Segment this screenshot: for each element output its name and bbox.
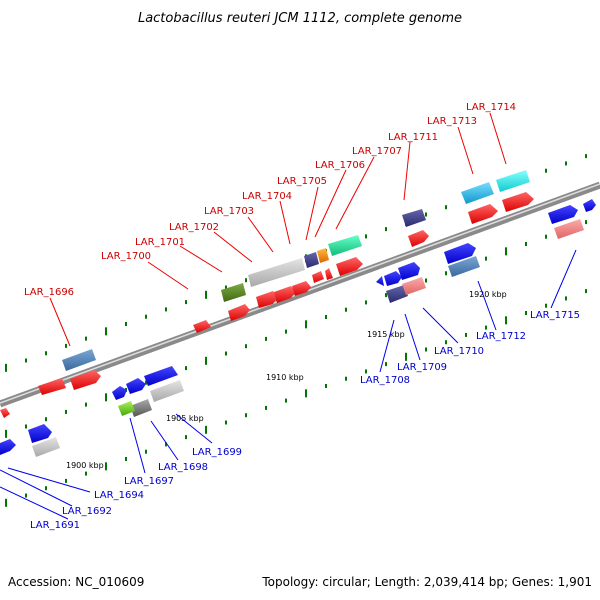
gene-pink-1709[interactable] xyxy=(402,277,426,295)
gene-red[interactable] xyxy=(292,281,311,296)
scale-label-1905: 1905 kbp xyxy=(166,414,204,423)
gene-red[interactable] xyxy=(193,320,211,333)
gene-blue-partial[interactable] xyxy=(0,439,16,455)
accession-text: Accession: NC_010609 xyxy=(8,575,144,589)
gene-red[interactable] xyxy=(274,286,296,303)
gene-blue[interactable] xyxy=(548,205,578,224)
gene-label-lar-1714[interactable]: LAR_1714 xyxy=(466,102,516,113)
gene-red[interactable] xyxy=(468,204,498,224)
gene-aqua-1714[interactable] xyxy=(496,170,530,192)
lower-strand-genes xyxy=(0,199,596,457)
upper-gene-labels: LAR_1696 LAR_1700 LAR_1701 LAR_1702 LAR_… xyxy=(24,102,516,298)
gene-label-lar-1703[interactable]: LAR_1703 xyxy=(204,206,254,217)
gene-blue[interactable] xyxy=(28,424,52,443)
gene-label-lar-1708[interactable]: LAR_1708 xyxy=(360,375,410,386)
gene-green-1697[interactable] xyxy=(118,401,135,416)
gene-teal-1707[interactable] xyxy=(328,235,362,256)
scale-label-1915: 1915 kbp xyxy=(367,330,405,339)
gene-label-lar-1712[interactable]: LAR_1712 xyxy=(476,331,526,342)
gene-label-lar-1710[interactable]: LAR_1710 xyxy=(434,346,484,357)
leader-lines xyxy=(0,112,577,520)
gene-label-lar-1702[interactable]: LAR_1702 xyxy=(169,222,219,233)
gene-blue[interactable] xyxy=(398,262,420,280)
gene-label-lar-1711[interactable]: LAR_1711 xyxy=(388,132,438,143)
gene-label-lar-1698[interactable]: LAR_1698 xyxy=(158,462,208,473)
gene-label-lar-1706[interactable]: LAR_1706 xyxy=(315,160,365,171)
gene-label-lar-1700[interactable]: LAR_1700 xyxy=(101,251,151,262)
gene-red[interactable] xyxy=(70,370,101,390)
gene-pink-1715[interactable] xyxy=(554,219,584,239)
gene-silver-1694[interactable] xyxy=(32,437,60,457)
gene-red[interactable] xyxy=(502,192,534,212)
gene-olive-1700[interactable] xyxy=(221,283,246,302)
gene-blue[interactable] xyxy=(583,199,596,212)
gene-red[interactable] xyxy=(325,268,333,280)
gene-label-lar-1704[interactable]: LAR_1704 xyxy=(242,191,292,202)
topology-text: Topology: circular; Length: 2,039,414 bp… xyxy=(261,575,592,589)
gene-blue[interactable] xyxy=(444,243,476,264)
gene-blue[interactable] xyxy=(384,271,402,286)
gene-grey-1698[interactable] xyxy=(130,399,152,417)
gene-label-lar-1709[interactable]: LAR_1709 xyxy=(397,362,447,373)
gene-red[interactable] xyxy=(228,304,250,321)
gene-red[interactable] xyxy=(312,271,324,283)
map-title: Lactobacillus reuteri JCM 1112, complete… xyxy=(138,11,462,26)
gene-label-lar-1691[interactable]: LAR_1691 xyxy=(30,520,80,531)
gene-label-lar-1692[interactable]: LAR_1692 xyxy=(62,506,112,517)
gene-red[interactable] xyxy=(336,257,363,276)
gene-label-lar-1697[interactable]: LAR_1697 xyxy=(124,476,174,487)
gene-blue[interactable] xyxy=(126,378,146,394)
gene-blue[interactable] xyxy=(144,366,178,386)
gene-red[interactable] xyxy=(256,291,278,308)
gene-steel-1712[interactable] xyxy=(448,256,480,277)
scale-label-1910: 1910 kbp xyxy=(266,373,304,382)
gene-cyan-1713[interactable] xyxy=(461,182,494,204)
gene-label-lar-1707[interactable]: LAR_1707 xyxy=(352,146,402,157)
lower-gene-labels: LAR_1691 LAR_1692 LAR_1694 LAR_1697 LAR_… xyxy=(30,310,580,531)
gene-navy-1705[interactable] xyxy=(304,252,319,268)
gene-label-lar-1699[interactable]: LAR_1699 xyxy=(192,447,242,458)
gene-label-lar-1715[interactable]: LAR_1715 xyxy=(530,310,580,321)
gene-label-lar-1696[interactable]: LAR_1696 xyxy=(24,287,74,298)
gene-label-lar-1713[interactable]: LAR_1713 xyxy=(427,116,477,127)
gene-red-partial[interactable] xyxy=(0,408,10,418)
scale-labels: 1900 kbp 1905 kbp 1910 kbp 1915 kbp 1920… xyxy=(66,290,507,470)
gene-steel-1696[interactable] xyxy=(62,349,96,371)
gene-navy-1711[interactable] xyxy=(402,209,426,227)
gene-orange-1706[interactable] xyxy=(317,248,329,263)
gene-navy-1708[interactable] xyxy=(386,285,408,303)
gene-silver-1699[interactable] xyxy=(150,380,184,402)
gene-red[interactable] xyxy=(38,378,66,395)
gene-blue[interactable] xyxy=(376,276,384,286)
gene-silver-1701[interactable] xyxy=(248,258,305,287)
gene-blue[interactable] xyxy=(112,386,127,400)
upper-strand-genes xyxy=(0,170,534,418)
scale-label-1920: 1920 kbp xyxy=(469,290,507,299)
gene-label-lar-1694[interactable]: LAR_1694 xyxy=(94,490,144,501)
gene-label-lar-1705[interactable]: LAR_1705 xyxy=(277,176,327,187)
gene-label-lar-1701[interactable]: LAR_1701 xyxy=(135,237,185,248)
gene-red[interactable] xyxy=(408,230,429,247)
scale-label-1900: 1900 kbp xyxy=(66,461,104,470)
